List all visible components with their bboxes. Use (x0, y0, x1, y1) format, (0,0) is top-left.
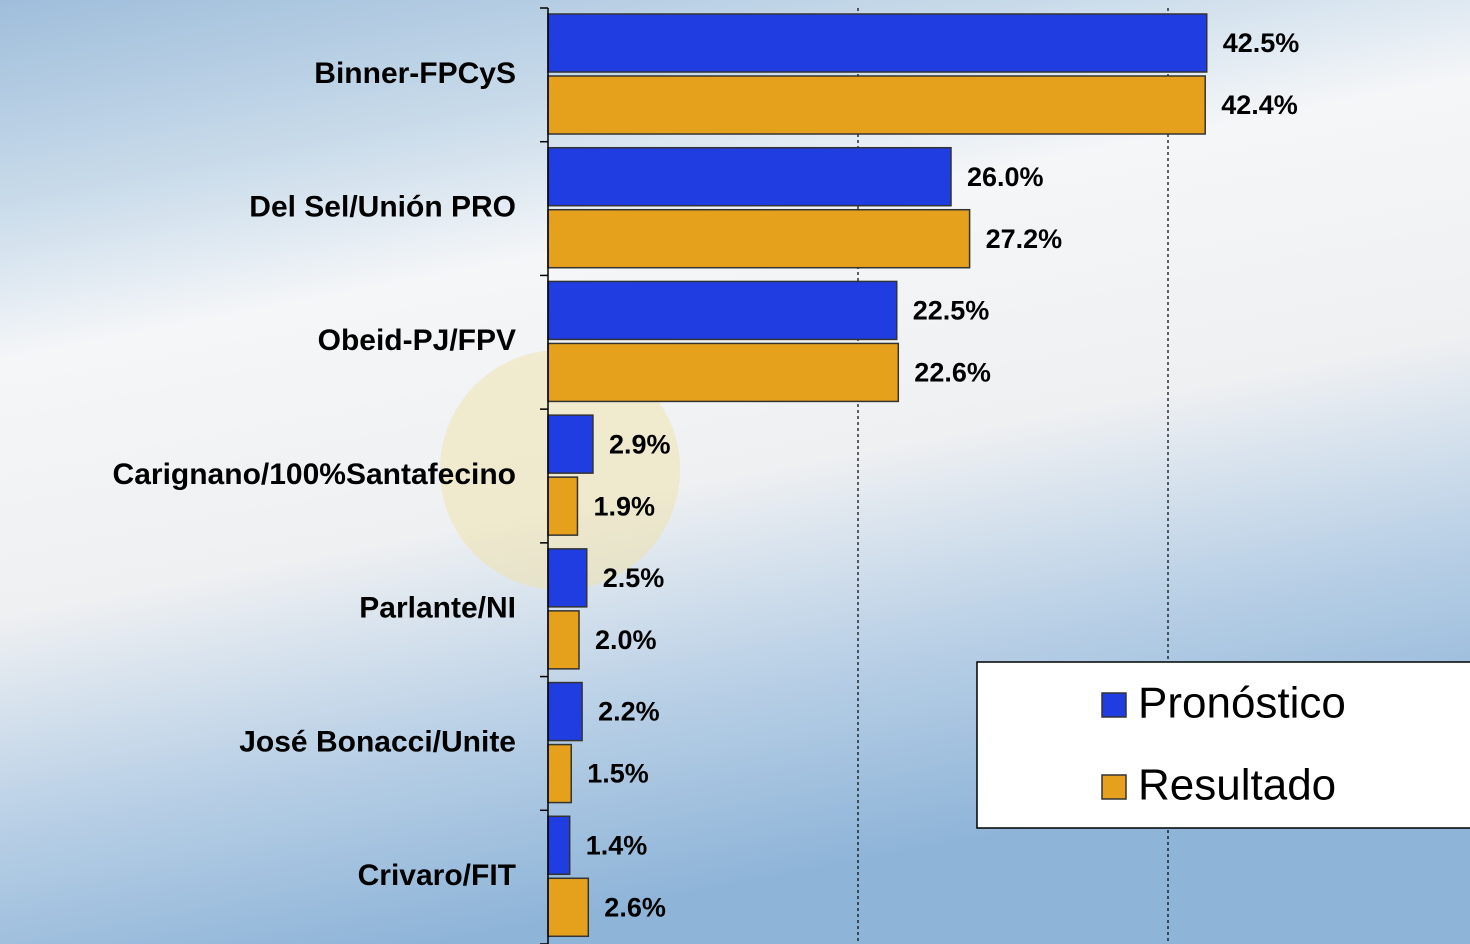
value-label: 2.9% (609, 429, 671, 459)
bar (547, 681, 583, 742)
bar (547, 877, 590, 938)
category-label: Obeid-PJ/FPV (318, 324, 516, 357)
category-label: Parlante/NI (359, 592, 516, 625)
category-label: José Bonacci/Unite (239, 725, 516, 758)
bar (547, 342, 900, 403)
legend-label: Resultado (1138, 761, 1336, 810)
value-label: 1.5% (587, 759, 649, 789)
value-label: 22.6% (914, 358, 991, 388)
legend-label: Pronóstico (1138, 679, 1346, 728)
category-label: Del Sel/Unión PRO (249, 190, 516, 223)
bar (547, 75, 1206, 135)
value-label: 27.2% (986, 224, 1063, 254)
bar (547, 476, 579, 536)
bar (547, 208, 971, 269)
bar (547, 610, 580, 670)
bar (547, 146, 952, 207)
legend-swatch (1101, 692, 1127, 718)
value-label: 1.4% (586, 830, 648, 860)
bar (547, 13, 1208, 73)
legend-swatch (1101, 774, 1127, 800)
category-label: Binner-FPCyS (314, 57, 516, 90)
value-label: 42.4% (1221, 90, 1298, 120)
value-label: 1.9% (593, 491, 655, 521)
value-label: 2.6% (604, 892, 666, 922)
category-label: Crivaro/FIT (358, 859, 516, 892)
category-label: Carignano/100%Santafecino (113, 458, 516, 491)
value-label: 2.5% (603, 563, 665, 593)
bar (547, 414, 594, 474)
value-label: 42.5% (1223, 28, 1300, 58)
value-label: 2.2% (598, 697, 660, 727)
legend-box (976, 661, 1470, 829)
value-label: 2.0% (595, 625, 657, 655)
value-label: 26.0% (967, 162, 1044, 192)
bar (547, 815, 571, 876)
value-label: 22.5% (913, 296, 990, 326)
bar (547, 743, 572, 804)
bar (547, 548, 588, 608)
bar (547, 280, 898, 341)
